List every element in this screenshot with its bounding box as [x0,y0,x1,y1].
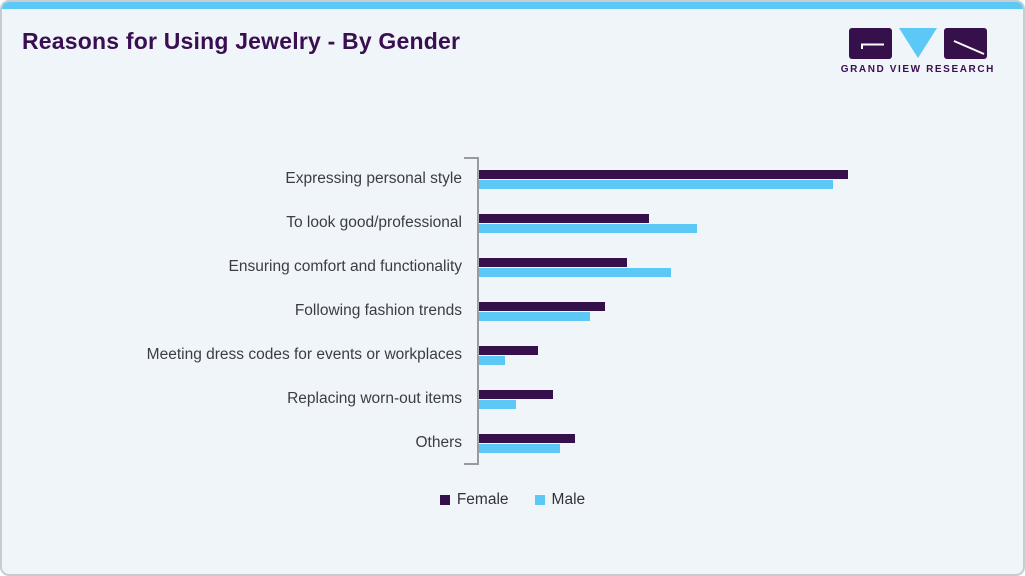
plot-area [477,157,1023,201]
bar-female-4 [479,345,538,355]
plot-area [477,377,1023,421]
bar-female-0 [479,169,848,179]
plot-area [477,421,1023,465]
category-label: Ensuring comfort and functionality [228,258,462,275]
plot-area [477,289,1023,333]
plot-area [477,245,1023,289]
chart-row: Ensuring comfort and functionality [2,245,1023,289]
logo-text: GRAND VIEW RESEARCH [840,64,995,75]
chart-row: To look good/professional [2,201,1023,245]
bar-female-3 [479,301,605,311]
chart-row: Following fashion trends [2,289,1023,333]
chart-legend: Female Male [2,491,1023,509]
category-label: To look good/professional [286,214,462,231]
legend-item-female[interactable]: Female [439,491,509,509]
plot-area [477,201,1023,245]
header: Reasons for Using Jewelry - By Gender GR… [2,9,1023,77]
chart-rows: Expressing personal style To look good/pr… [2,157,1023,465]
top-accent-bar [2,2,1023,9]
legend-label-female: Female [456,491,509,508]
chart-row: Expressing personal style [2,157,1023,201]
legend-item-male[interactable]: Male [534,491,586,509]
bar-male-0 [479,179,834,189]
chart-row: Meeting dress codes for events or workpl… [2,333,1023,377]
bar-male-6 [479,443,561,453]
bar-male-1 [479,223,697,233]
logo-g-block-icon [848,28,892,59]
gvr-logo-marks [848,28,987,59]
chart-row: Replacing worn-out items [2,377,1023,421]
bar-chart: Expressing personal style To look good/pr… [2,157,1023,465]
plot-area [477,333,1023,377]
bar-male-3 [479,311,590,321]
bar-male-4 [479,355,505,365]
bar-female-2 [479,257,627,267]
logo-r-block-icon [943,28,987,59]
bar-male-2 [479,267,671,277]
chart-row: Others [2,421,1023,465]
logo-v-triangle-icon [898,28,937,58]
category-label: Meeting dress codes for events or workpl… [146,346,462,363]
bar-female-5 [479,389,553,399]
legend-label-male: Male [551,491,586,508]
legend-swatch-female-icon [439,495,450,505]
category-label: Replacing worn-out items [287,390,462,407]
category-label: Following fashion trends [294,302,462,319]
category-label: Others [415,434,462,451]
bar-female-1 [479,213,649,223]
category-label: Expressing personal style [285,170,462,187]
legend-swatch-male-icon [534,495,545,505]
gvr-logo: GRAND VIEW RESEARCH [841,28,995,75]
bar-female-6 [479,433,575,443]
page-title: Reasons for Using Jewelry - By Gender [22,28,461,54]
bar-male-5 [479,399,516,409]
